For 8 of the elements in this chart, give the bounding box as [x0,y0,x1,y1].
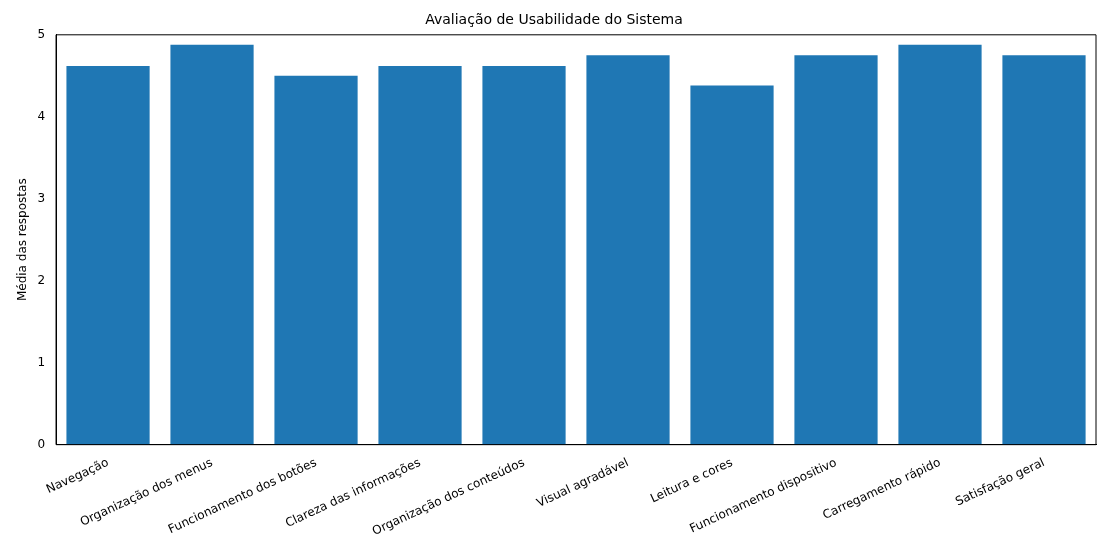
y-tick-label: 0 [37,436,46,451]
y-tick-label: 3 [37,190,46,205]
y-tick-label: 2 [37,272,46,287]
y-tick-label: 4 [37,108,46,123]
y-tick-label: 5 [37,26,46,41]
chart-title: Avaliação de Usabilidade do Sistema [425,11,683,28]
y-tick-label: 1 [37,354,46,369]
y-axis-title: Média das respostas [15,178,30,302]
